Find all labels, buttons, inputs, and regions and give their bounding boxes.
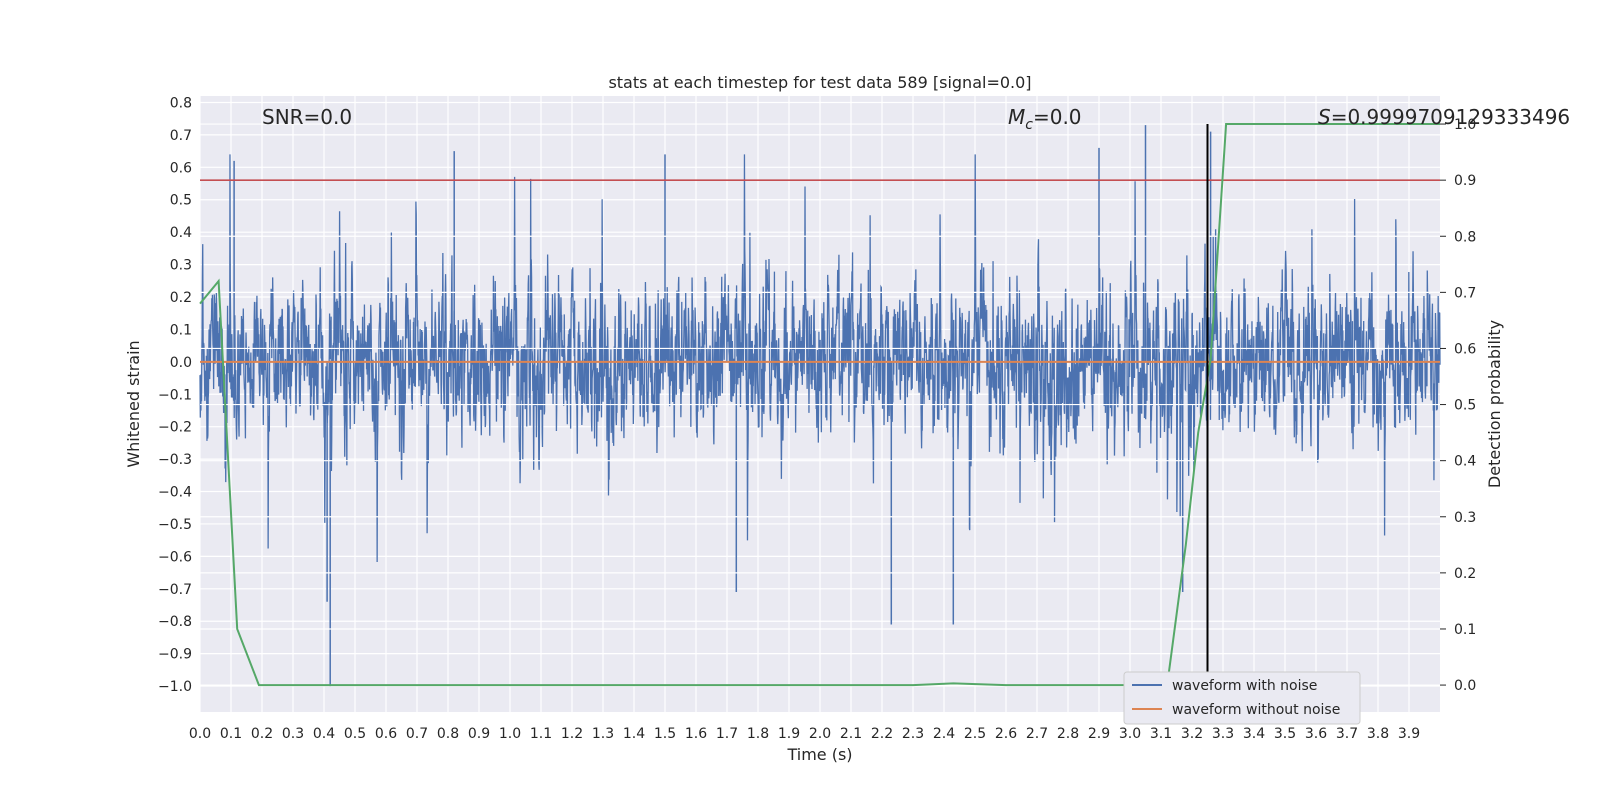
chart-title: stats at each timestep for test data 589… — [608, 73, 1031, 92]
s-symbol: S — [1318, 105, 1331, 129]
x-tick-label: 0.0 — [189, 726, 211, 742]
y-tick-label: 0.1 — [170, 322, 192, 338]
x-tick-label: 3.3 — [1212, 726, 1234, 742]
y-tick-label: −0.9 — [158, 647, 192, 663]
x-tick-label: 0.8 — [437, 726, 459, 742]
x-tick-label: 3.4 — [1243, 726, 1265, 742]
waveform-with-noise-line — [199, 154, 1441, 563]
y2-axis-label: Detection probability — [1485, 320, 1504, 488]
legend-box — [1123, 671, 1361, 725]
snr-annotation: SNR=0.0 — [262, 105, 352, 129]
x-tick-label: 1.0 — [499, 726, 521, 742]
y-tick-label: −0.4 — [158, 485, 192, 501]
y-tick-label: 0.2 — [170, 290, 192, 306]
x-tick-label: 1.1 — [530, 726, 552, 742]
y-tick-label: −0.6 — [158, 549, 192, 565]
x-tick-label: 2.6 — [995, 726, 1017, 742]
legend-label-noise: waveform with noise — [1172, 678, 1317, 694]
y2-tick-label: 0.8 — [1454, 229, 1476, 245]
x-tick-label: 2.2 — [871, 726, 893, 742]
y2-tick-label: 1.0 — [1454, 117, 1476, 133]
mc-subscript: c — [1025, 117, 1033, 133]
x-tick-label: 2.0 — [809, 726, 831, 742]
x-tick-label: 3.0 — [1119, 726, 1141, 742]
y2-tick-label: 0.5 — [1454, 398, 1476, 414]
x-tick-label: 0.4 — [313, 726, 335, 742]
y-tick-label: 0.6 — [170, 160, 192, 176]
y-tick-label: 0.8 — [170, 95, 192, 111]
probability-layer — [199, 123, 1440, 702]
x-ticks: 0.0 0.1 0.2 0.3 0.4 0.5 0.6 0.7 0.8 0.9 1.0 1.1 1.2 1… — [189, 726, 1420, 742]
y-tick-label: −0.3 — [158, 452, 192, 468]
x-tick-label: 0.3 — [282, 726, 304, 742]
mc-annotation: Mc=0.0 — [1008, 105, 1082, 133]
legend-label-clean: waveform without noise — [1172, 702, 1340, 718]
x-tick-label: 1.7 — [716, 726, 738, 742]
x-tick-label: 2.9 — [1088, 726, 1110, 742]
y2-tick-label: 0.3 — [1454, 510, 1476, 526]
plot-area — [199, 125, 1441, 687]
y-tick-label: −1.0 — [158, 679, 192, 695]
x-tick-label: 1.9 — [778, 726, 800, 742]
y2-tick-label: 0.9 — [1454, 173, 1476, 189]
x-tick-label: 0.7 — [406, 726, 428, 742]
y-tick-label: −0.7 — [158, 582, 192, 598]
x-tick-label: 3.6 — [1305, 726, 1327, 742]
x-tick-label: 1.5 — [654, 726, 676, 742]
y-tick-label: −0.8 — [158, 614, 192, 630]
y-axis-label: Whitened strain — [124, 340, 143, 467]
legend: waveform with noise waveform without noi… — [1123, 671, 1361, 725]
y-tick-label: 0.0 — [170, 355, 192, 371]
y2-ticks: 0.0 0.1 0.2 0.3 0.4 0.5 0.6 0.7 0.8 0.9 1.0 — [1440, 117, 1476, 694]
x-tick-label: 2.1 — [840, 726, 862, 742]
s-value: =0.9999709129333496 — [1331, 105, 1570, 129]
x-tick-label: 2.5 — [964, 726, 986, 742]
x-tick-label: 0.9 — [468, 726, 490, 742]
x-tick-label: 2.3 — [902, 726, 924, 742]
x-tick-label: 0.5 — [344, 726, 366, 742]
x-tick-label: 3.8 — [1367, 726, 1389, 742]
mc-symbol: M — [1008, 105, 1025, 129]
detection-probability-line — [199, 123, 1440, 687]
x-tick-label: 2.4 — [933, 726, 955, 742]
y-tick-label: −0.2 — [158, 420, 192, 436]
x-tick-label: 3.1 — [1150, 726, 1172, 742]
mc-value: =0.0 — [1033, 105, 1082, 129]
x-tick-label: 1.8 — [747, 726, 769, 742]
s-annotation: S=0.9999709129333496 — [1318, 105, 1570, 129]
y2-tick-label: 0.7 — [1454, 285, 1476, 301]
x-tick-label: 3.9 — [1398, 726, 1420, 742]
x-tick-label: 3.2 — [1181, 726, 1203, 742]
x-tick-label: 0.6 — [375, 726, 397, 742]
y2-tick-label: 0.4 — [1454, 454, 1476, 470]
x-tick-label: 1.4 — [623, 726, 645, 742]
y-tick-label: −0.5 — [158, 517, 192, 533]
x-tick-label: 0.2 — [251, 726, 273, 742]
y2-tick-label: 0.6 — [1454, 341, 1476, 357]
y-tick-label: 0.5 — [170, 193, 192, 209]
y2-tick-label: 0.0 — [1454, 678, 1476, 694]
x-tick-label: 0.1 — [220, 726, 242, 742]
y-tick-label: −0.1 — [158, 387, 192, 403]
x-tick-label: 2.7 — [1026, 726, 1048, 742]
y-tick-label: 0.7 — [170, 128, 192, 144]
y2-tick-label: 0.2 — [1454, 566, 1476, 582]
x-tick-label: 1.2 — [561, 726, 583, 742]
x-tick-label: 2.8 — [1057, 726, 1079, 742]
x-tick-label: 3.5 — [1274, 726, 1296, 742]
x-tick-label: 1.6 — [685, 726, 707, 742]
y2-tick-label: 0.1 — [1454, 622, 1476, 638]
y-ticks: 0.8 0.7 0.6 0.5 0.4 0.3 0.2 0.1 0.0 −0.1 −0.2 −0.3 −… — [158, 95, 192, 695]
x-tick-label: 1.3 — [592, 726, 614, 742]
x-axis-label: Time (s) — [786, 745, 852, 764]
x-tick-label: 3.7 — [1336, 726, 1358, 742]
y-tick-label: 0.3 — [170, 258, 192, 274]
y-tick-label: 0.4 — [170, 225, 192, 241]
